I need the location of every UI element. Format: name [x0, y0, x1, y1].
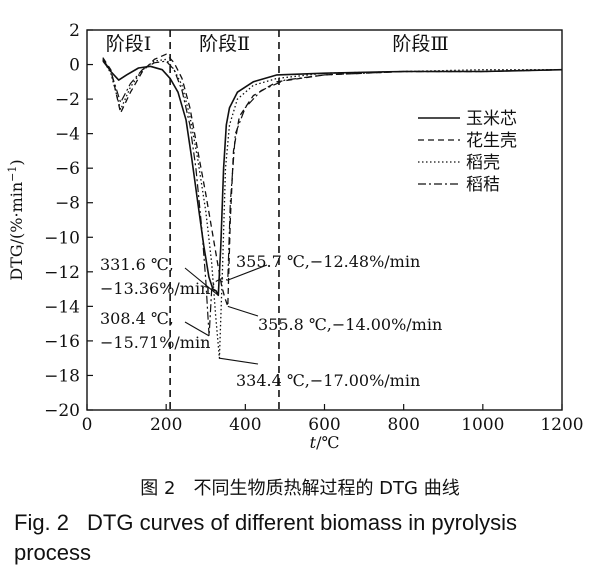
- annotation-label: 308.4 ℃,: [100, 309, 174, 328]
- y-tick-label: −18: [44, 366, 80, 386]
- annotation-leader: [227, 264, 268, 281]
- y-axis-label-main: DTG/(%·min: [7, 182, 26, 281]
- x-tick-label: 1200: [540, 415, 583, 435]
- stage-label: 阶段Ⅱ: [199, 33, 250, 55]
- annotation-leader: [184, 321, 210, 337]
- series-line: [102, 58, 562, 359]
- y-tick-label: −12: [44, 263, 80, 283]
- y-tick-label: 2: [69, 21, 80, 41]
- y-axis-label-exponent: −1: [6, 166, 19, 182]
- x-tick-label: 400: [229, 415, 261, 435]
- annotation-label: 331.6 ℃,: [100, 255, 174, 274]
- y-tick-label: −2: [55, 90, 80, 110]
- y-tick-label: −8: [55, 194, 80, 214]
- y-axis-label: DTG/(%·min−1): [6, 159, 26, 280]
- series-line: [102, 53, 563, 308]
- annotation-label: −15.71%/min: [100, 333, 210, 352]
- annotation-leader: [184, 267, 219, 296]
- legend-label: 稻秸: [466, 175, 500, 195]
- y-tick-label: −20: [44, 401, 80, 421]
- y-tick-label: −4: [55, 125, 80, 145]
- y-tick-label: 0: [69, 56, 80, 76]
- y-tick-label: −6: [55, 159, 80, 179]
- annotation-label: 355.7 ℃,−12.48%/min: [236, 252, 420, 271]
- stage-label: 阶段Ⅰ: [106, 33, 152, 55]
- series-line: [102, 58, 563, 297]
- annotation-label: −13.36%/min: [100, 279, 210, 298]
- stage-label: 阶段Ⅲ: [392, 33, 448, 55]
- caption-chinese: 图 2 不同生物质热解过程的 DTG 曲线: [140, 478, 460, 499]
- caption-figure-number: Fig. 2: [14, 510, 70, 535]
- dtg-chart: 阶段Ⅰ 阶段Ⅱ 阶段Ⅲ 331.6 ℃, −13.36%/min 308.4 ℃, −15…: [6, 21, 584, 452]
- series-line: [102, 60, 563, 337]
- x-tick-label: 800: [387, 415, 419, 435]
- y-tick-label: −14: [44, 297, 80, 317]
- x-tick-label: 200: [150, 415, 182, 435]
- y-tick-label: −10: [44, 228, 80, 248]
- annotations: 331.6 ℃, −13.36%/min 308.4 ℃, −15.71%/min 35…: [100, 252, 442, 390]
- legend-label: 玉米芯: [466, 109, 517, 129]
- x-tick-label: 0: [82, 415, 93, 435]
- x-axis-label-var: t: [310, 433, 317, 450]
- annotation-label: 334.4 ℃,−17.00%/min: [236, 371, 420, 390]
- chart-svg: 阶段Ⅰ 阶段Ⅱ 阶段Ⅲ 331.6 ℃, −13.36%/min 308.4 ℃, −15…: [6, 21, 584, 452]
- annotation-label: 355.8 ℃,−14.00%/min: [258, 315, 442, 334]
- legend-label: 稻壳: [466, 153, 500, 173]
- axes: 0 200 400 600 800 1000 1200 2 0 −2 −4 −6 −8 −10 −12 −14…: [6, 21, 584, 452]
- y-tick-label: −16: [44, 332, 80, 352]
- y-axis-label-end: ): [7, 159, 26, 165]
- annotation-leader: [227, 305, 259, 317]
- x-axis-label-unit: /℃: [316, 433, 339, 450]
- legend-label: 花生壳: [466, 131, 517, 151]
- caption-english: Fig. 2 DTG curves of different biomass in…: [14, 508, 594, 568]
- stage-dividers: 阶段Ⅰ 阶段Ⅱ 阶段Ⅲ: [106, 30, 449, 410]
- series-lines: [102, 53, 563, 359]
- caption-english-text: DTG curves of different biomass in pyrol…: [14, 510, 517, 565]
- x-tick-label: 600: [308, 415, 340, 435]
- x-axis-label: t/℃: [310, 433, 340, 450]
- plot-frame: [86, 29, 563, 411]
- x-tick-label: 1000: [461, 415, 504, 435]
- annotation-leader: [219, 357, 259, 365]
